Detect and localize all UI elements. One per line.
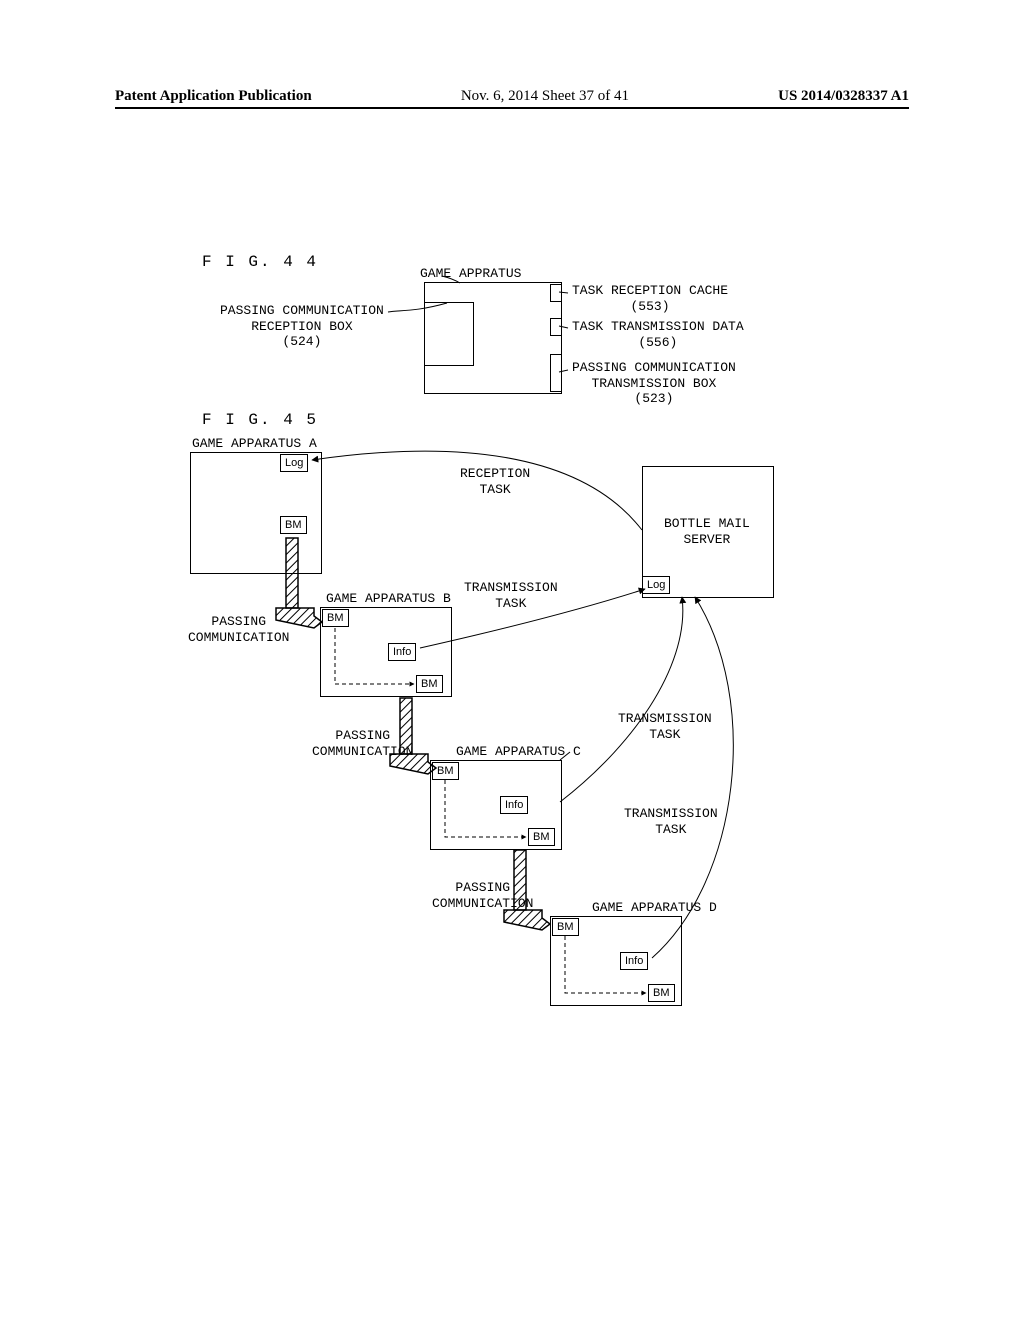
- passing-comm-c: PASSING COMMUNICATION: [312, 728, 413, 759]
- trans-task-d: TRANSMISSION TASK: [624, 806, 718, 837]
- reception-task-label: RECEPTION TASK: [460, 466, 530, 497]
- apparatus-a-label: GAME APPARATUS A: [192, 436, 317, 452]
- fig45-title: F I G. 4 5: [202, 411, 318, 429]
- appc-bm1: BM: [432, 762, 459, 780]
- trans-task-c: TRANSMISSION TASK: [618, 711, 712, 742]
- appc-bm2: BM: [528, 828, 555, 846]
- page: Patent Application Publication Nov. 6, 2…: [0, 0, 1024, 1320]
- overlay-svg: [0, 0, 1024, 1320]
- fig44-left-box: [424, 302, 474, 366]
- appd-info: Info: [620, 952, 648, 970]
- appd-bm2: BM: [648, 984, 675, 1002]
- header-right: US 2014/0328337 A1: [778, 88, 909, 105]
- apparatus-c-label: GAME APPARATUS C: [456, 744, 581, 760]
- fig44-right-box3: [550, 354, 562, 392]
- fig44-top-label: GAME APPRATUS: [420, 266, 521, 282]
- fig44-title: F I G. 4 4: [202, 253, 318, 271]
- server-log: Log: [642, 576, 670, 594]
- fig44-left-label: PASSING COMMUNICATION RECEPTION BOX (524…: [220, 303, 384, 350]
- apparatus-d-label: GAME APPARATUS D: [592, 900, 717, 916]
- appc-info: Info: [500, 796, 528, 814]
- trans-task-b: TRANSMISSION TASK: [464, 580, 558, 611]
- appa-bm: BM: [280, 516, 307, 534]
- appb-bm2: BM: [416, 675, 443, 693]
- fig44-right1: TASK RECEPTION CACHE (553): [572, 283, 728, 314]
- passing-comm-b: PASSING COMMUNICATION: [188, 614, 289, 645]
- fig44-right-box1: [550, 284, 562, 302]
- header-left: Patent Application Publication: [115, 88, 312, 105]
- page-header: Patent Application Publication Nov. 6, 2…: [115, 88, 909, 109]
- fig44-right-box2: [550, 318, 562, 336]
- fig44-right3: PASSING COMMUNICATION TRANSMISSION BOX (…: [572, 360, 736, 407]
- fig44-right2: TASK TRANSMISSION DATA (556): [572, 319, 744, 350]
- passing-comm-d: PASSING COMMUNICATION: [432, 880, 533, 911]
- appd-bm1: BM: [552, 918, 579, 936]
- server-label: BOTTLE MAIL SERVER: [664, 516, 750, 547]
- appb-info: Info: [388, 643, 416, 661]
- appb-bm1: BM: [322, 609, 349, 627]
- appa-log: Log: [280, 454, 308, 472]
- header-center: Nov. 6, 2014 Sheet 37 of 41: [461, 88, 629, 105]
- apparatus-b-label: GAME APPARATUS B: [326, 591, 451, 607]
